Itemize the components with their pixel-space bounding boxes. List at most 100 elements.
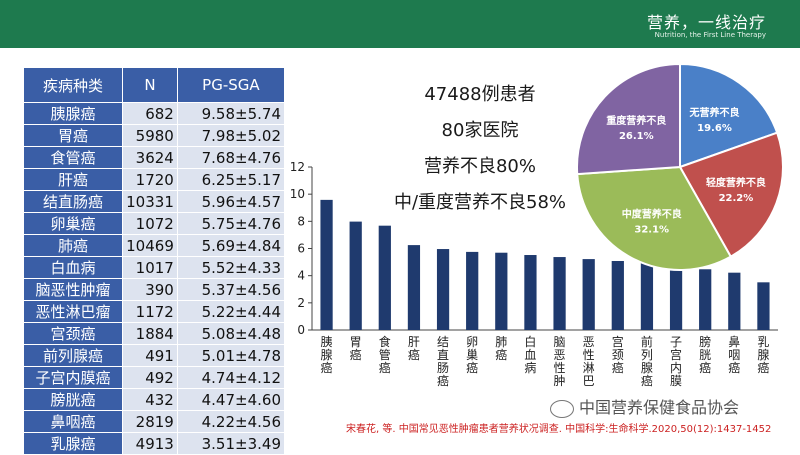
- cell-pg: 4.22±4.56: [176, 410, 286, 433]
- cell-name: 宫颈癌: [22, 322, 124, 345]
- x-tick-label: 食管癌: [379, 334, 391, 375]
- x-tick-label: 卵巢癌: [466, 335, 478, 375]
- bar: [466, 251, 479, 330]
- cell-pg: 7.98±5.02: [176, 124, 286, 147]
- cell-pg: 5.01±4.78: [176, 344, 286, 367]
- y-tick-label: 8: [297, 214, 305, 228]
- cell-pg: 5.69±4.84: [176, 234, 286, 257]
- cell-name: 胰腺癌: [22, 102, 124, 125]
- cell-pg: 6.25±5.17: [176, 168, 286, 191]
- y-tick-label: 6: [297, 242, 305, 256]
- pie-slice-percent: 22.2%: [719, 193, 754, 204]
- summary-moderate-severe: 中/重度营养不良58%: [393, 192, 567, 213]
- x-tick-label: 肝癌: [408, 335, 420, 362]
- cell-name: 恶性淋巴瘤: [22, 300, 124, 323]
- pie-slice-label: 无营养不良: [689, 106, 740, 119]
- pie-slice-percent: 19.6%: [697, 123, 732, 134]
- cell-name: 肝癌: [22, 168, 124, 191]
- x-tick-label: 恶性淋巴: [583, 335, 595, 388]
- table-row: 鼻咽癌 2819 4.22±4.56: [22, 410, 286, 433]
- cell-name: 卵巢癌: [22, 212, 124, 235]
- cell-name: 脑恶性肿瘤: [22, 278, 124, 301]
- x-tick-label: 白血病: [524, 334, 536, 375]
- cell-name: 前列腺癌: [22, 344, 124, 367]
- bar: [320, 199, 333, 330]
- bar: [640, 261, 654, 330]
- bar: [611, 260, 624, 330]
- cell-pg: 9.58±5.74: [176, 102, 286, 125]
- table-header-row: 疾病种类 N PG-SGA: [22, 67, 286, 103]
- bar: [378, 225, 391, 330]
- x-tick-label: 肺癌: [495, 335, 507, 362]
- bar: [407, 245, 421, 330]
- x-tick-label: 脑恶性肿: [554, 335, 566, 388]
- cell-name: 胃癌: [22, 124, 124, 147]
- table-row: 结直肠癌 10331 5.96±4.57: [22, 190, 286, 213]
- cell-n: 492: [122, 366, 178, 389]
- cell-n: 2819: [122, 410, 178, 433]
- y-tick-label: 4: [297, 269, 305, 283]
- watermark: 中国营养保健食品协会: [550, 394, 739, 418]
- x-tick-label: 前列腺癌: [641, 334, 653, 388]
- table-row: 胃癌 5980 7.98±5.02: [22, 124, 286, 147]
- bar: [524, 255, 537, 330]
- bar: [553, 257, 566, 330]
- bar: [495, 252, 508, 330]
- cell-name: 肺癌: [22, 234, 124, 257]
- cell-pg: 4.47±4.60: [176, 388, 286, 411]
- x-tick-label: 乳腺癌: [757, 335, 769, 375]
- x-tick-label: 子宫内膜: [670, 335, 682, 388]
- y-tick-label: 12: [290, 160, 305, 174]
- column-header-n: N: [122, 67, 178, 103]
- bar: [699, 269, 712, 330]
- wechat-icon: [550, 399, 574, 418]
- cell-n: 1072: [122, 212, 178, 235]
- x-tick-label: 宫颈癌: [612, 334, 624, 375]
- cell-pg: 5.37±4.56: [176, 278, 286, 301]
- pie-slice: [576, 62, 681, 176]
- column-header-disease: 疾病种类: [22, 67, 124, 103]
- pie-slice-label: 轻度营养不良: [706, 176, 766, 189]
- cell-pg: 7.68±4.76: [176, 146, 286, 169]
- watermark-text: 中国营养保健食品协会: [579, 398, 740, 417]
- cell-name: 膀胱癌: [22, 388, 124, 411]
- y-tick-label: 2: [297, 296, 305, 310]
- x-tick-label: 胃癌: [350, 335, 362, 362]
- table-row: 宫颈癌 1884 5.08±4.48: [22, 322, 286, 345]
- cell-n: 682: [122, 102, 178, 125]
- pie-slice: [576, 165, 733, 271]
- cell-name: 食管癌: [22, 146, 124, 169]
- cell-n: 390: [122, 278, 178, 301]
- x-tick-label: 膀胱癌: [699, 334, 711, 375]
- bar: [728, 272, 741, 330]
- header-subtitle: Nutrition, the First Line Therapy: [654, 31, 766, 39]
- cell-name: 鼻咽癌: [22, 410, 124, 433]
- bar: [757, 282, 770, 330]
- table-row: 食管癌 3624 7.68±4.76: [22, 146, 286, 169]
- bar: [436, 249, 450, 330]
- cell-name: 子宫内膜癌: [22, 366, 124, 389]
- cell-n: 10331: [122, 190, 178, 213]
- x-tick-label: 胰腺癌: [321, 335, 333, 375]
- table-row: 膀胱癌 432 4.47±4.60: [22, 388, 286, 411]
- cell-n: 3624: [122, 146, 178, 169]
- bar: [582, 259, 595, 330]
- table-row: 脑恶性肿瘤 390 5.37±4.56: [22, 278, 286, 301]
- cell-pg: 5.96±4.57: [176, 190, 286, 213]
- pie-slice-label: 中度营养不良: [622, 208, 682, 221]
- cell-n: 1720: [122, 168, 178, 191]
- header-title: 营养，一线治疗: [646, 13, 766, 32]
- cell-n: 5980: [122, 124, 178, 147]
- table-row: 卵巢癌 1072 5.75±4.76: [22, 212, 286, 235]
- summary-malnutrition: 营养不良80%: [423, 156, 536, 177]
- table-row: 肺癌 10469 5.69±4.84: [22, 234, 286, 257]
- x-tick-label: 结直肠癌: [437, 335, 449, 388]
- summary-patients: 47488例患者: [424, 84, 536, 105]
- table-row: 胰腺癌 682 9.58±5.74: [22, 102, 286, 125]
- cell-pg: 5.22±4.44: [176, 300, 286, 323]
- column-header-pgsga: PG-SGA: [176, 67, 286, 103]
- table-row: 子宫内膜癌 492 4.74±4.12: [22, 366, 286, 389]
- y-tick-label: 0: [297, 323, 305, 337]
- cell-pg: 5.08±4.48: [176, 322, 286, 345]
- cell-n: 432: [122, 388, 178, 411]
